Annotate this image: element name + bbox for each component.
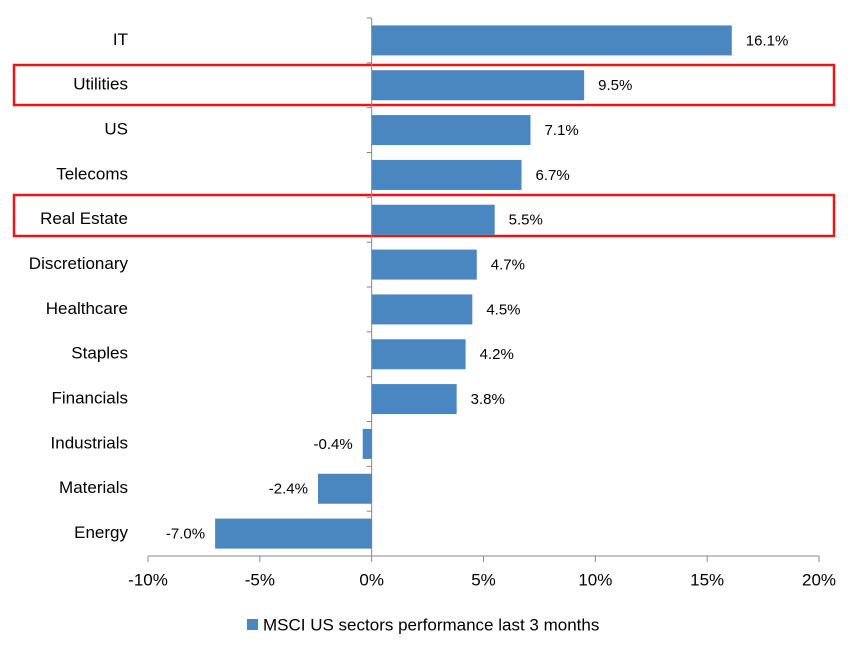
value-label: 7.1% — [544, 122, 578, 139]
value-label: -2.4% — [269, 481, 308, 498]
y-tick-label: US — [104, 120, 128, 139]
y-tick-label: Telecoms — [56, 164, 128, 183]
x-tick-label: 10% — [578, 570, 612, 589]
value-label: 4.7% — [491, 257, 525, 274]
y-tick-label: Energy — [74, 523, 128, 542]
bar — [215, 518, 372, 549]
y-tick-label: Staples — [71, 344, 128, 363]
value-label: 16.1% — [746, 32, 789, 49]
x-tick-label: 15% — [690, 570, 724, 589]
value-label: 4.5% — [486, 301, 520, 318]
bar — [371, 339, 466, 370]
y-tick-label: Financials — [51, 389, 128, 408]
y-tick-label: Materials — [59, 478, 128, 497]
x-tick-label: 0% — [359, 570, 384, 589]
value-label: 6.7% — [536, 167, 570, 184]
legend-swatch — [247, 619, 258, 630]
highlight-box — [12, 193, 836, 238]
bar — [362, 428, 372, 459]
bar — [371, 249, 477, 280]
bar — [371, 115, 531, 146]
value-label: 9.5% — [598, 77, 632, 94]
highlight-box — [12, 63, 836, 107]
y-tick-label: IT — [113, 30, 128, 49]
value-label: -0.4% — [314, 436, 353, 453]
legend-label: MSCI US sectors performance last 3 month… — [263, 615, 599, 634]
bar — [371, 159, 522, 190]
value-label: -7.0% — [166, 526, 205, 543]
x-tick-label: -10% — [128, 570, 168, 589]
bar — [371, 384, 457, 415]
value-label: 4.2% — [480, 346, 514, 363]
value-label: 3.8% — [471, 391, 505, 408]
bar — [371, 204, 495, 235]
y-tick-label: Discretionary — [29, 254, 129, 273]
bar — [371, 70, 585, 101]
value-label: 5.5% — [509, 212, 543, 229]
y-tick-label: Industrials — [51, 433, 128, 452]
y-tick-label: Real Estate — [40, 209, 128, 228]
x-tick-label: 20% — [802, 570, 836, 589]
bar — [317, 473, 372, 504]
x-tick-label: -5% — [245, 570, 275, 589]
bar — [371, 294, 473, 325]
bar — [371, 25, 732, 56]
y-tick-label: Healthcare — [46, 299, 128, 318]
y-tick-label: Utilities — [73, 75, 128, 94]
x-tick-label: 5% — [471, 570, 496, 589]
